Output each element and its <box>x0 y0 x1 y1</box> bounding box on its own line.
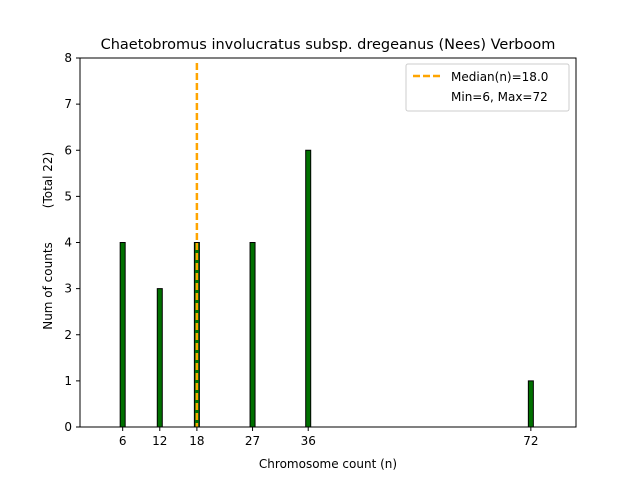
y-ticks: 0 1 2 3 4 5 6 7 8 <box>64 51 80 434</box>
x-ticks: 6 12 18 27 36 72 <box>119 427 538 448</box>
y-tick-label: 3 <box>64 282 72 296</box>
x-tick-label: 12 <box>152 434 167 448</box>
y-axis-label: Num of counts <box>41 242 55 330</box>
legend-box <box>405 63 570 112</box>
legend: Median(n)=18.0 Min=6, Max=72 <box>405 63 570 112</box>
x-tick-label: 36 <box>301 434 316 448</box>
axes-layer <box>79 57 577 428</box>
bar-72 <box>527 380 534 428</box>
legend-median-label: Median(n)=18.0 <box>451 70 548 84</box>
x-tick-label: 6 <box>119 434 127 448</box>
y-tick-label: 6 <box>64 143 72 157</box>
y-tick-label: 8 <box>64 51 72 65</box>
plot-frame <box>79 57 577 428</box>
bars-layer <box>119 149 534 428</box>
bar-27 <box>249 242 256 428</box>
x-tick-label: 18 <box>189 434 204 448</box>
x-axis-label: Chromosome count (n) <box>259 457 397 471</box>
y-axis-total-label: (Total 22) <box>41 152 55 208</box>
legend-range-label: Min=6, Max=72 <box>451 90 548 104</box>
y-tick-label: 7 <box>64 97 72 111</box>
y-tick-label: 0 <box>64 420 72 434</box>
chart-title: Chaetobromus involucratus subsp. dregean… <box>101 37 556 53</box>
x-tick-label: 72 <box>523 434 538 448</box>
bar-12 <box>156 288 163 428</box>
y-tick-label: 4 <box>64 236 72 250</box>
x-tick-label: 27 <box>245 434 260 448</box>
bar-6 <box>119 242 126 428</box>
y-tick-label: 2 <box>64 328 72 342</box>
y-tick-label: 1 <box>64 374 72 388</box>
bar-36 <box>305 149 312 428</box>
y-tick-label: 5 <box>64 189 72 203</box>
